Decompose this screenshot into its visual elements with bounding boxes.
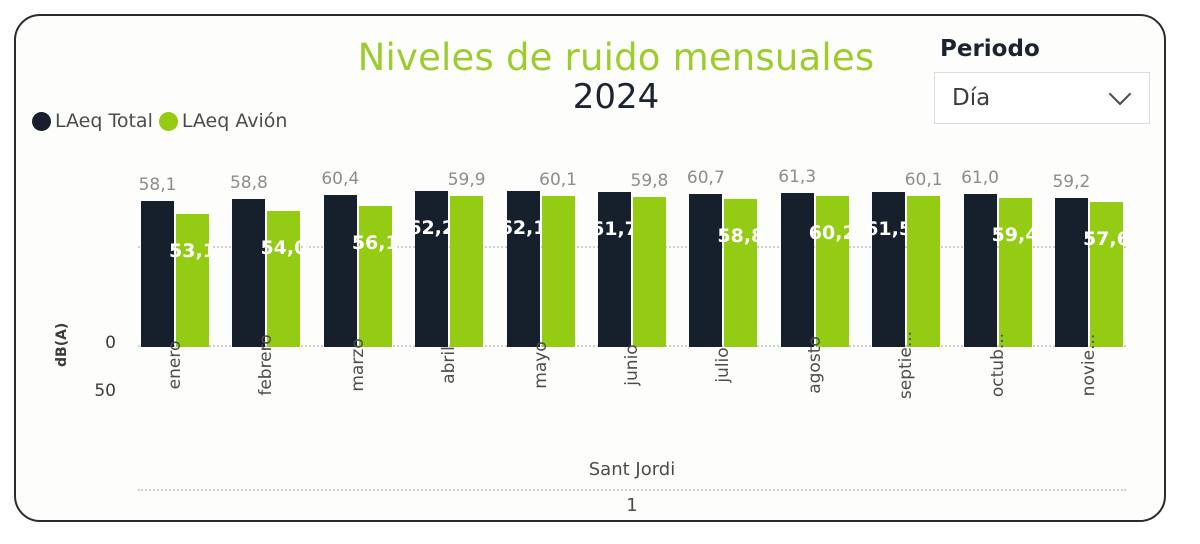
legend-label: LAeq Avión bbox=[181, 110, 288, 132]
x-axis-tick-label: mayo bbox=[530, 341, 551, 389]
bar-top-value-label: 61,3 bbox=[778, 166, 817, 187]
bar-group: 61,7 59,8 junio bbox=[591, 171, 669, 386]
bar-avion[interactable]: 56,1 bbox=[352, 205, 399, 347]
footer-category-label: Sant Jordi bbox=[588, 459, 676, 480]
bar-top-value-label: 59,8 bbox=[630, 170, 669, 191]
x-axis-tick-label: junio bbox=[621, 344, 642, 386]
legend-item-laeq-total[interactable]: LAeq Total bbox=[32, 110, 153, 132]
x-axis-tick-label: enero bbox=[165, 340, 185, 390]
chevron-down-icon[interactable] bbox=[1112, 86, 1132, 106]
bar-groups: 58,1 53,1 enero 58,8 54,0 febrero 60,4 56,1 marz… bbox=[138, 167, 1130, 399]
bar-group: 61,0 59,4 octub... bbox=[961, 168, 1038, 397]
gridline-0 bbox=[138, 345, 1126, 347]
legend-label: LAeq Total bbox=[55, 110, 153, 132]
circle-marker-icon bbox=[158, 111, 178, 131]
bar-value-label: 60,2 bbox=[808, 221, 856, 244]
bar-total[interactable]: 61,0 bbox=[961, 168, 999, 347]
bar-avion[interactable]: 59,9 bbox=[448, 170, 486, 347]
x-axis-tick-label: abril bbox=[439, 346, 460, 384]
period-slicer: Periodo Día bbox=[934, 36, 1150, 124]
bar-total[interactable]: 58,8 bbox=[230, 173, 268, 347]
x-axis-tick-label: octub... bbox=[987, 332, 1008, 398]
y-axis-tick-50: 50 bbox=[94, 381, 116, 401]
bar-value-label: 54,0 bbox=[260, 237, 308, 260]
chart-legend: LAeq Total LAeq Avión bbox=[32, 110, 287, 132]
bar-total[interactable]: 61,5 bbox=[865, 192, 912, 347]
chart-title-year: 2024 bbox=[572, 76, 660, 117]
bar-value-label: 62,1 bbox=[499, 216, 547, 239]
bar-value-label: 61,7 bbox=[591, 217, 638, 240]
period-dropdown[interactable]: Día bbox=[934, 72, 1150, 124]
bar-total[interactable]: 60,7 bbox=[687, 168, 725, 347]
y-axis-tick-0: 0 bbox=[105, 333, 116, 353]
bar-avion[interactable]: 54,0 bbox=[260, 211, 307, 347]
circle-marker-icon bbox=[32, 111, 51, 131]
bar-value-label: 58,8 bbox=[717, 225, 765, 248]
bar-value-label: 57,6 bbox=[1082, 228, 1130, 251]
bar-group: 62,1 60,1 mayo bbox=[500, 170, 578, 389]
period-selected-value: Día bbox=[952, 85, 991, 111]
chart-card: Niveles de ruido mensuales 2024 LAeq Tot… bbox=[14, 14, 1166, 522]
bar-top-value-label: 60,1 bbox=[904, 169, 943, 190]
bar-avion[interactable]: 60,1 bbox=[905, 170, 943, 347]
bar-group: 60,4 56,1 marzo bbox=[321, 169, 399, 392]
bar-avion[interactable]: 59,4 bbox=[992, 197, 1038, 347]
bar-value-label: 59,4 bbox=[991, 223, 1039, 246]
bar-top-value-label: 60,7 bbox=[686, 168, 725, 189]
legend-item-laeq-avion[interactable]: LAeq Avión bbox=[158, 110, 288, 132]
x-axis-tick-label: julio bbox=[713, 347, 734, 383]
bar-value-label: 61,5 bbox=[865, 218, 913, 241]
x-axis-tick-label: febrero bbox=[256, 334, 277, 396]
bar-group: 61,3 60,2 agosto bbox=[778, 167, 856, 394]
bar-avion[interactable]: 58,8 bbox=[717, 199, 764, 347]
bar-value-label: 62,2 bbox=[408, 216, 456, 239]
bar-top-value-label: 58,8 bbox=[229, 173, 268, 194]
bar-value-label: 56,1 bbox=[351, 231, 399, 254]
x-axis-tick-label: septie... bbox=[896, 330, 917, 400]
x-axis-tick-label: agosto bbox=[804, 336, 825, 394]
slicer-title: Periodo bbox=[940, 36, 1040, 62]
gridline-50 bbox=[138, 246, 1126, 248]
bar-group: 62,2 59,9 abril bbox=[408, 170, 486, 383]
bar-avion[interactable]: 59,8 bbox=[631, 171, 668, 347]
bar-top-value-label: 60,4 bbox=[321, 169, 360, 190]
x-axis-tick-label: novie... bbox=[1078, 333, 1099, 397]
bar-group: 58,8 54,0 febrero bbox=[229, 171, 307, 395]
bar-top-value-label: 59,9 bbox=[447, 170, 486, 191]
bar-total[interactable]: 61,7 bbox=[591, 191, 638, 347]
chart-title: Niveles de ruido mensuales 2024 bbox=[316, 38, 916, 117]
bar-top-value-label: 58,1 bbox=[138, 174, 177, 195]
bar-avion[interactable]: 57,6 bbox=[1083, 202, 1130, 347]
bar-group: 58,1 53,1 enero bbox=[138, 171, 216, 389]
bar-total[interactable]: 61,3 bbox=[778, 167, 816, 347]
bar-total[interactable]: 58,1 bbox=[139, 175, 176, 347]
bar-group: 59,2 57,6 novie... bbox=[1052, 171, 1130, 396]
bar-total[interactable]: 62,1 bbox=[500, 190, 547, 347]
bar-top-value-label: 61,0 bbox=[961, 167, 999, 188]
bar-group: 61,5 60,1 septie... bbox=[865, 170, 943, 399]
y-axis-label: dB(A) bbox=[54, 322, 70, 367]
bar-value-label: 53,1 bbox=[169, 239, 216, 262]
bar-avion[interactable]: 60,2 bbox=[809, 195, 856, 347]
plot-area: dB(A) 50 0 58,1 53,1 enero 58,8 54,0 febrero 6… bbox=[54, 167, 1136, 516]
bar-total[interactable]: 60,4 bbox=[321, 169, 359, 347]
bar-group: 60,7 58,8 julio bbox=[686, 168, 764, 382]
bar-avion[interactable]: 53,1 bbox=[169, 213, 216, 347]
bar-top-value-label: 60,1 bbox=[539, 169, 577, 190]
bar-top-value-label: 59,2 bbox=[1052, 172, 1091, 193]
bar-total[interactable]: 62,2 bbox=[408, 190, 455, 347]
chart-title-main: Niveles de ruido mensuales bbox=[357, 36, 875, 79]
x-axis-tick-label: marzo bbox=[347, 338, 368, 392]
bar-avion[interactable]: 60,1 bbox=[539, 170, 577, 347]
bar-total[interactable]: 59,2 bbox=[1052, 172, 1090, 347]
gridline-footer bbox=[138, 489, 1126, 491]
footer-value-label: 1 bbox=[626, 495, 638, 516]
